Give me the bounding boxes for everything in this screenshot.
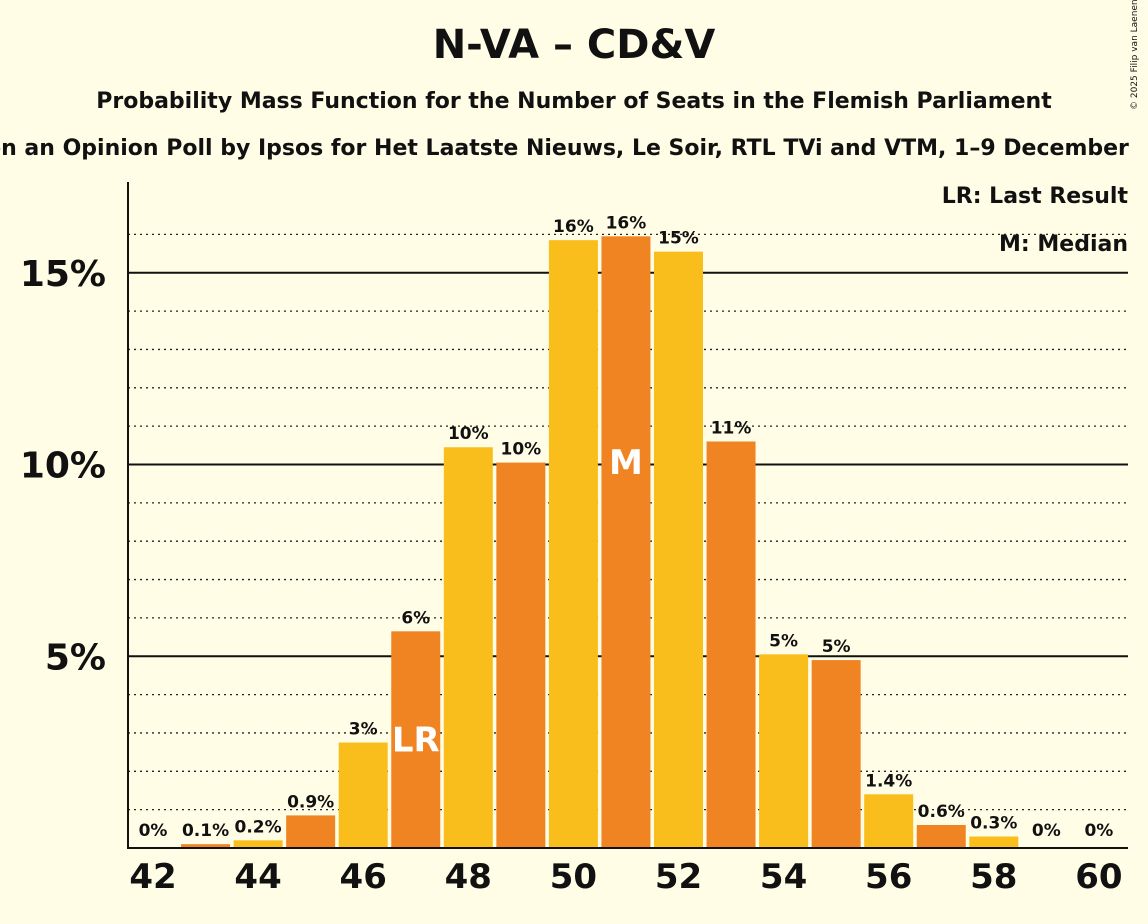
x-tick-label: 60 xyxy=(1075,857,1122,897)
data-label-54: 5% xyxy=(769,631,798,651)
data-label-59: 0% xyxy=(1032,821,1061,841)
y-tick-label: 15% xyxy=(20,254,106,295)
bar-44 xyxy=(233,840,283,848)
data-label-45: 0.9% xyxy=(287,792,334,812)
data-label-55: 5% xyxy=(822,637,851,657)
marker-m: M xyxy=(609,443,643,483)
x-tick-label: 44 xyxy=(234,857,281,897)
bar-58 xyxy=(969,836,1019,848)
x-tick-label: 42 xyxy=(129,857,176,897)
bar-55 xyxy=(811,660,861,848)
data-label-42: 0% xyxy=(139,821,168,841)
x-tick-label: 58 xyxy=(970,857,1017,897)
bar-46 xyxy=(338,742,388,848)
bar-48 xyxy=(443,447,493,848)
data-label-51: 16% xyxy=(606,213,647,233)
data-label-57: 0.6% xyxy=(918,802,965,822)
data-label-58: 0.3% xyxy=(970,813,1017,833)
bars: 0% 0.1% 0.2%0.9% 3% 6% 10% 10% 16% 16% 15% 11% 5% 5%… xyxy=(139,213,1113,849)
x-tick-label: 46 xyxy=(340,857,387,897)
legend-last-result: LR: Last Result xyxy=(941,184,1128,209)
legend-median: M: Median xyxy=(999,232,1128,257)
data-label-53: 11% xyxy=(711,418,752,438)
x-tick-label: 48 xyxy=(445,857,492,897)
bar-45 xyxy=(286,815,336,848)
data-label-43: 0.1% xyxy=(182,821,229,841)
marker-lr: LR xyxy=(392,721,440,761)
x-tick-label: 54 xyxy=(760,857,807,897)
bar-52 xyxy=(654,251,703,849)
chart-subtitle-source: on an Opinion Poll by Ipsos for Het Laat… xyxy=(0,136,1129,161)
bar-54 xyxy=(759,654,809,848)
data-label-44: 0.2% xyxy=(235,817,282,837)
bar-49 xyxy=(496,462,546,848)
x-tick-label: 52 xyxy=(655,857,702,897)
bar-47 xyxy=(391,631,441,848)
chart-title: N-VA – CD&V xyxy=(432,22,716,68)
bar-56 xyxy=(864,794,914,848)
x-tick-label: 50 xyxy=(550,857,597,897)
bar-51 xyxy=(601,236,651,848)
data-label-47: 6% xyxy=(401,608,430,628)
y-tick-label: 10% xyxy=(20,446,106,487)
data-label-52: 15% xyxy=(658,229,699,249)
chart-subtitle: Probability Mass Function for the Number… xyxy=(96,89,1052,114)
bar-57 xyxy=(916,824,966,848)
data-label-49: 10% xyxy=(500,440,541,460)
bar-53 xyxy=(706,441,756,848)
bar-50 xyxy=(548,240,598,849)
data-label-50: 16% xyxy=(553,217,594,237)
data-label-56: 1.4% xyxy=(865,771,912,791)
data-label-60: 0% xyxy=(1084,821,1113,841)
x-tick-label: 56 xyxy=(865,857,912,897)
bar-43 xyxy=(181,844,231,848)
axes: 5% 10% 15% 42 44 46 48 50 52 54 56 58 60 xyxy=(20,182,1128,897)
data-label-48: 10% xyxy=(448,424,489,444)
data-label-46: 3% xyxy=(349,720,378,740)
y-tick-label: 5% xyxy=(45,637,106,678)
